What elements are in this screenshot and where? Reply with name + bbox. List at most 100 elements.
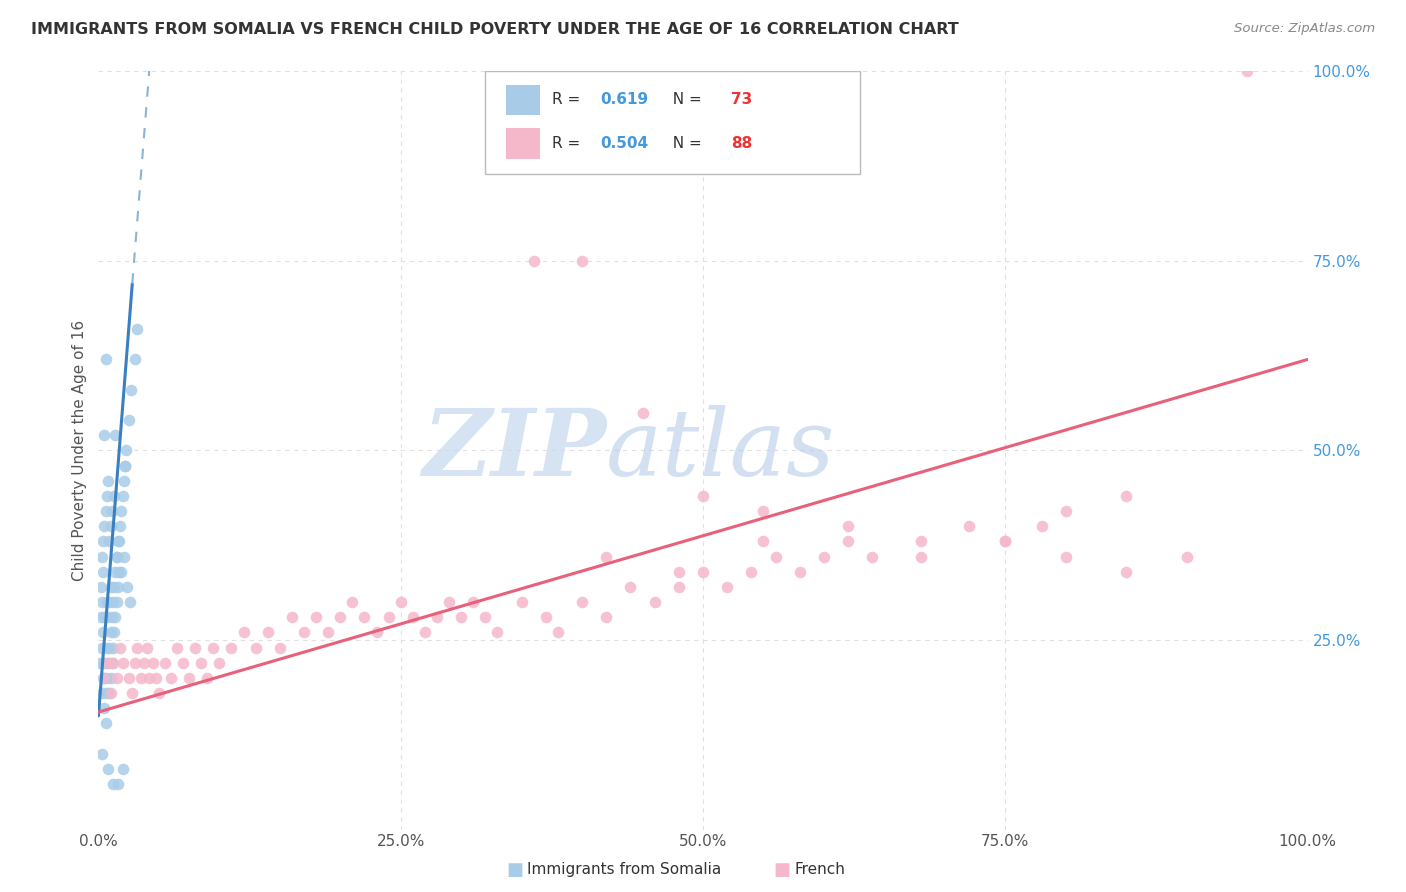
Point bbox=[98, 640, 121, 655]
Point bbox=[91, 671, 114, 685]
Point bbox=[190, 656, 212, 670]
Point bbox=[571, 595, 593, 609]
Point bbox=[202, 640, 225, 655]
Point bbox=[121, 686, 143, 700]
Point bbox=[111, 656, 134, 670]
Point bbox=[523, 253, 546, 268]
Point bbox=[1115, 565, 1137, 579]
Point bbox=[305, 610, 328, 624]
Point bbox=[91, 686, 114, 700]
Point bbox=[115, 443, 138, 458]
Text: atlas: atlas bbox=[606, 406, 835, 495]
Point bbox=[93, 519, 115, 533]
Text: ZIP: ZIP bbox=[422, 406, 606, 495]
Point bbox=[353, 610, 375, 624]
Point bbox=[96, 640, 118, 655]
Point bbox=[595, 549, 617, 564]
Text: IMMIGRANTS FROM SOMALIA VS FRENCH CHILD POVERTY UNDER THE AGE OF 16 CORRELATION : IMMIGRANTS FROM SOMALIA VS FRENCH CHILD … bbox=[31, 22, 959, 37]
Point bbox=[118, 595, 141, 609]
Point bbox=[110, 565, 132, 579]
Point bbox=[292, 625, 315, 640]
Point bbox=[752, 504, 775, 518]
Point bbox=[145, 671, 167, 685]
Point bbox=[94, 352, 117, 367]
Point bbox=[91, 595, 114, 609]
Point bbox=[110, 504, 132, 518]
Point bbox=[692, 489, 714, 503]
Point bbox=[97, 474, 120, 488]
Point bbox=[1054, 549, 1077, 564]
Point bbox=[98, 686, 121, 700]
Point bbox=[692, 565, 714, 579]
Point bbox=[860, 549, 883, 564]
Point bbox=[93, 671, 115, 685]
Point bbox=[127, 640, 149, 655]
Point bbox=[100, 580, 122, 594]
Point bbox=[413, 625, 436, 640]
Point bbox=[910, 549, 932, 564]
Point bbox=[112, 474, 135, 488]
Text: French: French bbox=[794, 863, 845, 877]
Point bbox=[402, 610, 425, 624]
Point bbox=[111, 489, 134, 503]
Point bbox=[124, 656, 146, 670]
Point bbox=[118, 671, 141, 685]
Point bbox=[104, 565, 127, 579]
Point bbox=[752, 534, 775, 549]
Point bbox=[107, 777, 129, 791]
Point bbox=[97, 610, 120, 624]
Point bbox=[160, 671, 183, 685]
Point bbox=[91, 747, 114, 761]
FancyBboxPatch shape bbox=[485, 71, 860, 174]
Point bbox=[474, 610, 496, 624]
Bar bbox=[506, 128, 540, 159]
Point bbox=[100, 610, 122, 624]
Point bbox=[127, 322, 149, 336]
Point bbox=[994, 534, 1017, 549]
Point bbox=[256, 625, 278, 640]
Point bbox=[208, 656, 231, 670]
Point bbox=[108, 519, 131, 533]
Point bbox=[166, 640, 188, 655]
Text: Source: ZipAtlas.com: Source: ZipAtlas.com bbox=[1234, 22, 1375, 36]
Point bbox=[547, 625, 569, 640]
Point bbox=[120, 383, 142, 397]
Point bbox=[994, 534, 1017, 549]
Point bbox=[103, 625, 125, 640]
Point bbox=[90, 610, 112, 624]
Point bbox=[1031, 519, 1053, 533]
Point bbox=[93, 428, 115, 442]
Point bbox=[91, 640, 114, 655]
Point bbox=[195, 671, 218, 685]
Point bbox=[316, 625, 339, 640]
Point bbox=[910, 534, 932, 549]
Point bbox=[105, 549, 128, 564]
Point bbox=[91, 549, 114, 564]
Text: N =: N = bbox=[664, 92, 707, 107]
Text: 73: 73 bbox=[731, 92, 752, 107]
Text: ■: ■ bbox=[773, 861, 790, 879]
Point bbox=[101, 640, 124, 655]
Text: R =: R = bbox=[553, 136, 585, 151]
Point bbox=[94, 504, 117, 518]
Point bbox=[148, 686, 170, 700]
Point bbox=[91, 565, 114, 579]
Point bbox=[437, 595, 460, 609]
Point bbox=[108, 565, 131, 579]
Point bbox=[103, 489, 125, 503]
Point bbox=[245, 640, 267, 655]
Point bbox=[93, 656, 115, 670]
Point bbox=[534, 610, 557, 624]
Point bbox=[97, 656, 120, 670]
Point bbox=[117, 580, 139, 594]
Point bbox=[426, 610, 449, 624]
Point bbox=[124, 352, 146, 367]
Point bbox=[463, 595, 485, 609]
Point bbox=[450, 610, 472, 624]
Point bbox=[184, 640, 207, 655]
Point bbox=[97, 656, 120, 670]
Point bbox=[389, 595, 412, 609]
Point bbox=[107, 534, 129, 549]
Point bbox=[765, 549, 787, 564]
Point bbox=[329, 610, 352, 624]
